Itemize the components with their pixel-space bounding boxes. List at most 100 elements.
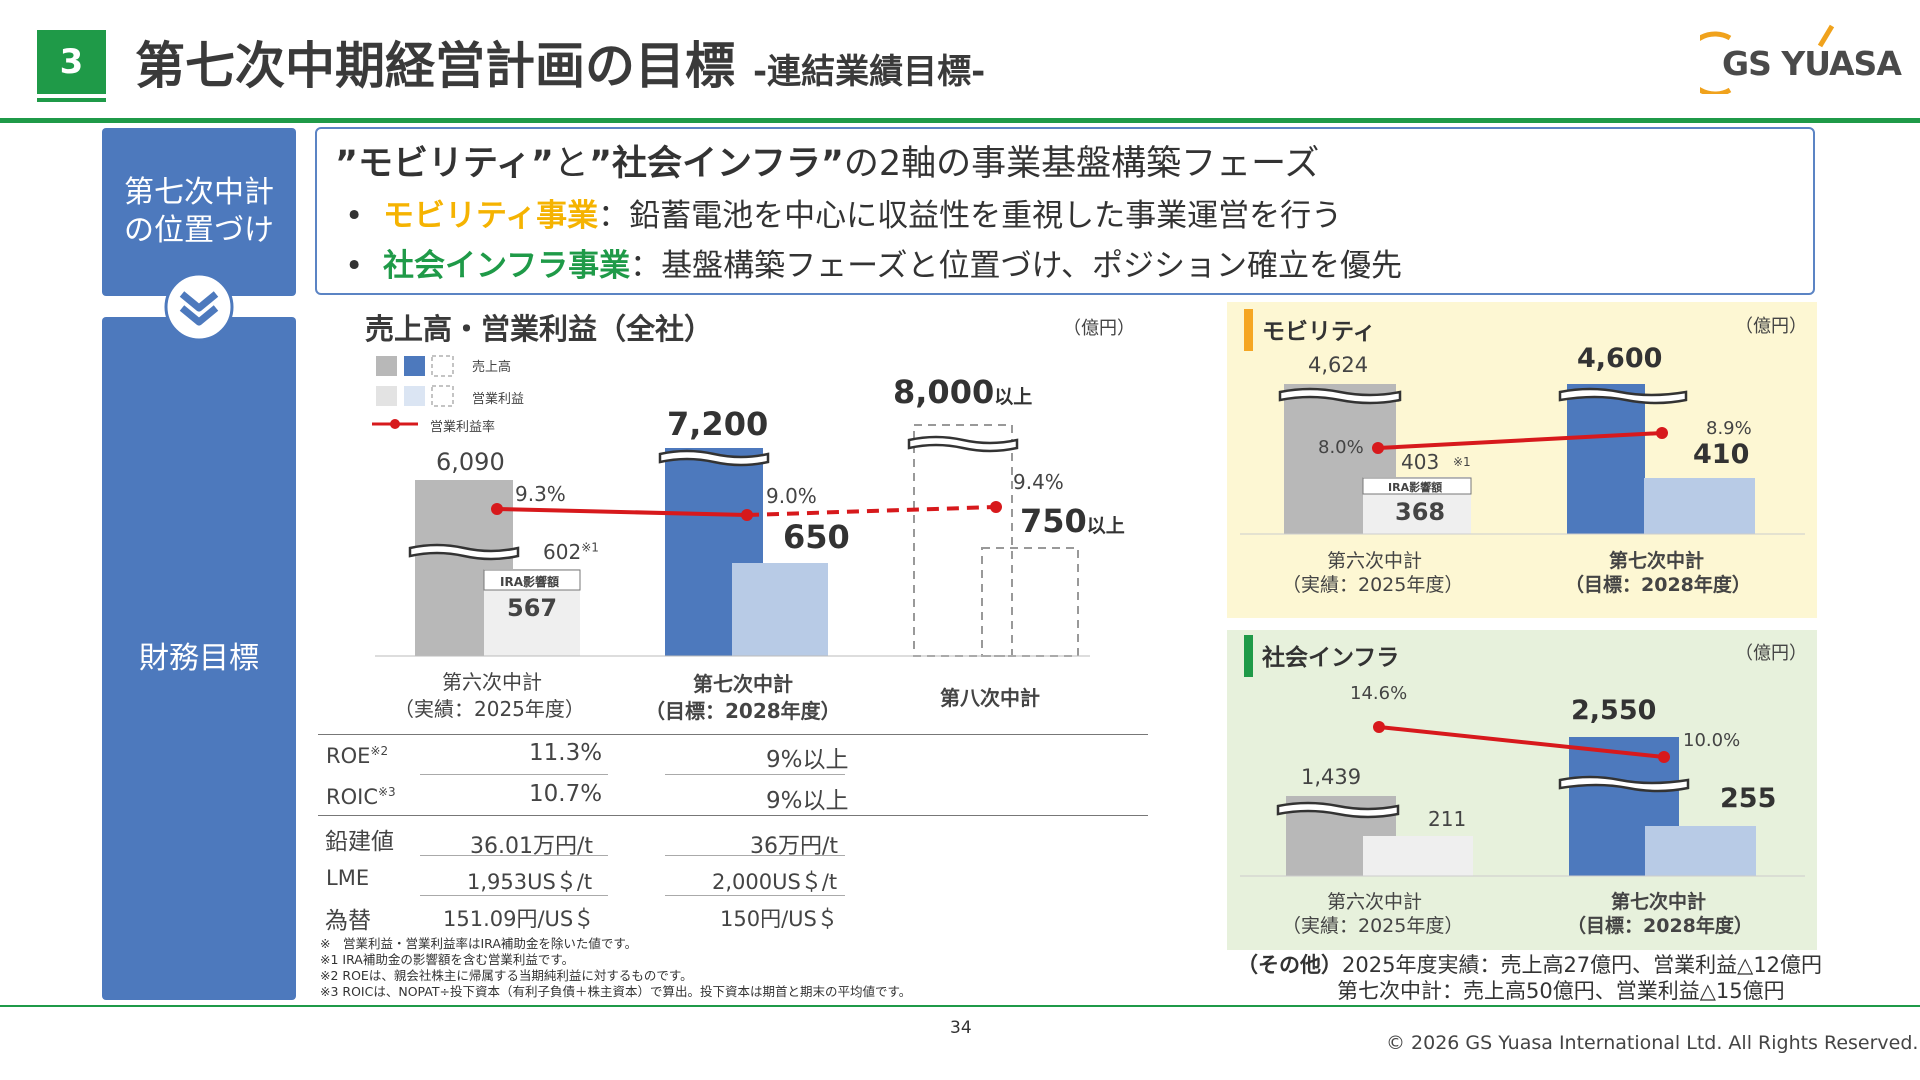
roe-note: ※2 — [370, 744, 389, 758]
inf-cat-seventh-line1: 第七次中計 — [1611, 891, 1707, 913]
legend-margin-dot — [390, 419, 400, 429]
other-label: （その他） — [1237, 953, 1342, 977]
footnote-1: ※1 IRA補助金の影響額を含む営業利益です。 — [320, 952, 575, 967]
title-mobility-quote: ”モビリティ” — [335, 144, 554, 184]
eighth-margin-value: 9.4% — [1013, 470, 1064, 494]
row-roic-label: ROIC※3 — [326, 785, 396, 809]
infra-panel — [1227, 630, 1817, 950]
row-fx-sixth: 151.09円/US＄ — [443, 907, 595, 931]
title-and: と — [553, 144, 589, 184]
sidebar-financial-label: 財務目標 — [102, 317, 296, 1000]
inf-bar-sixth-op — [1363, 836, 1473, 876]
row-roic-sixth: 10.7% — [529, 781, 603, 807]
header-divider — [0, 118, 1920, 123]
footnote-0: ※ 営業利益・営業利益率はIRA補助金を除いた値です。 — [320, 936, 638, 951]
logo-text: GS YUASA — [1722, 44, 1902, 83]
inf-sixth-margin: 14.6% — [1350, 683, 1408, 704]
mob-bar-seventh-op — [1644, 478, 1755, 534]
mob-axis-breaks — [1278, 387, 1688, 405]
row-roic-seventh: 9%以上 — [766, 788, 849, 814]
page-title: 第七次中期経営計画の目標 -連結業績目標- — [135, 26, 985, 98]
margin-point-sixth — [491, 503, 503, 515]
eighth-sales-value: 8,000以上 — [893, 373, 1032, 411]
page-number: 34 — [950, 1018, 972, 1038]
row-fx-label: 為替 — [325, 908, 371, 934]
positioning-box — [315, 127, 1815, 295]
cat-seventh-line1: 第七次中計 — [693, 672, 793, 696]
inf-sixth-sales: 1,439 — [1301, 765, 1362, 789]
eighth-sales-suffix: 以上 — [994, 386, 1033, 408]
cat-sixth-line2: （実績：2025年度） — [394, 697, 585, 721]
table-line-1b — [665, 774, 845, 775]
bullet-infra-body: ：基盤構築フェーズと位置づけ、ポジション確立を優先 — [630, 248, 1402, 284]
sixth-op-ex-value: 567 — [507, 594, 558, 622]
infra-accent-bar — [1244, 635, 1253, 677]
eighth-op-value: 750以上 — [1020, 502, 1125, 540]
badge-underline — [37, 98, 106, 102]
eighth-op-suffix: 以上 — [1086, 515, 1125, 537]
gs-yuasa-logo — [1700, 24, 1835, 94]
row-lead-label: 鉛建値 — [325, 829, 394, 855]
bullet-infra: • 社会インフラ事業：基盤構築フェーズと位置づけ、ポジション確立を優先 — [345, 248, 1402, 284]
inf-axis-breaks — [1276, 775, 1690, 819]
seventh-margin-value: 9.0% — [766, 484, 817, 508]
other-note-line1: （その他）2025年度実績：売上高27億円、営業利益△12億円 — [1237, 952, 1822, 978]
logo-arc — [1700, 31, 1732, 94]
title-sub: -連結業績目標- — [753, 52, 986, 92]
main-chart-title: 売上高・営業利益（全社） — [365, 312, 714, 346]
bar-seventh-op — [732, 563, 828, 656]
mob-sixth-op-ex: 368 — [1395, 498, 1446, 526]
table-line-3a — [420, 855, 608, 856]
cat-sixth-line1: 第六次中計 — [442, 670, 542, 694]
ira-box-sixth — [483, 569, 581, 591]
copyright: © 2026 GS Yuasa International Ltd. All R… — [1386, 1032, 1919, 1054]
other-line1: 2025年度実績：売上高27億円、営業利益△12億円 — [1342, 953, 1823, 977]
roic-label-text: ROIC — [326, 785, 378, 809]
legend-op-gray — [376, 386, 397, 406]
inf-bar-seventh-op — [1645, 826, 1756, 876]
mob-sixth-op-note: ※1 — [1453, 455, 1471, 469]
bullet-mobility-body: ：鉛蓄電池を中心に収益性を重視した事業運営を行う — [598, 198, 1343, 234]
legend-margin-label: 営業利益率 — [430, 420, 496, 435]
ira-label-sixth: IRA影響額 — [500, 575, 559, 589]
eighth-sales-number: 8,000 — [893, 373, 995, 411]
chevron-down-icon — [164, 272, 234, 342]
row-roe-seventh: 9%以上 — [766, 747, 849, 773]
mobility-accent-bar — [1244, 309, 1253, 351]
main-chart-unit: （億円） — [1063, 318, 1135, 339]
footnotes: ※ 営業利益・営業利益率はIRA補助金を除いた値です。 ※1 IRA補助金の影響… — [320, 936, 911, 1000]
sixth-op-number: 602 — [543, 540, 582, 564]
legend-sales-dashed — [431, 355, 454, 377]
row-lead-seventh: 36万円/t — [750, 834, 839, 859]
mob-sixth-sales: 4,624 — [1308, 353, 1369, 377]
break-sixth — [408, 543, 520, 561]
mob-margin-point-seventh — [1656, 427, 1668, 439]
inf-cat-seventh-line2: （目標：2028年度） — [1567, 915, 1753, 937]
table-line-1a — [420, 774, 608, 775]
mob-sixth-op: 403 — [1401, 450, 1440, 474]
mob-cat-sixth-line1: 第六次中計 — [1327, 550, 1423, 572]
mob-cat-seventh-line2: （目標：2028年度） — [1565, 574, 1751, 596]
row-roe-label: ROE※2 — [326, 744, 388, 768]
mob-bar-seventh-sales — [1567, 384, 1645, 534]
row-roe-sixth: 11.3% — [529, 740, 603, 766]
table-line-4b — [665, 895, 845, 896]
seventh-op-value: 650 — [783, 518, 850, 556]
inf-margin-point-seventh — [1658, 751, 1670, 763]
footnote-3: ※3 ROICは、NOPAT÷投下資本（有利子負債＋株主資本）で算出。投下資本は… — [320, 984, 912, 999]
mob-break-seventh — [1558, 387, 1688, 405]
sidebar-positioning-label: 第七次中計 の位置づけ — [102, 128, 296, 296]
mob-seventh-op: 410 — [1693, 439, 1750, 470]
slide-number-badge: 3 — [37, 30, 106, 94]
legend-op-blue — [404, 386, 425, 406]
cat-eighth-line1: 第八次中計 — [940, 686, 1040, 710]
mob-seventh-margin: 8.9% — [1706, 418, 1752, 439]
mob-cat-seventh-line1: 第七次中計 — [1609, 550, 1705, 572]
inf-seventh-margin: 10.0% — [1683, 730, 1741, 751]
inf-sixth-op: 211 — [1428, 807, 1467, 831]
row-lme-label: LME — [326, 866, 370, 890]
mob-seventh-sales: 4,600 — [1577, 343, 1663, 374]
mob-margin-point-sixth — [1372, 442, 1384, 454]
bullet-infra-head: 社会インフラ事業 — [383, 248, 631, 284]
